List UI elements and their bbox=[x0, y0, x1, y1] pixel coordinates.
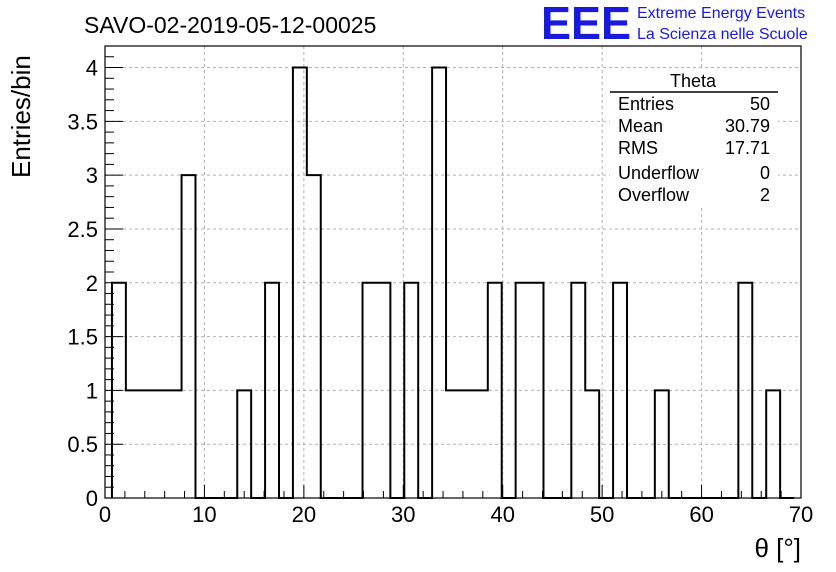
x-tick-label: 70 bbox=[789, 502, 813, 527]
stats-label-rms: RMS bbox=[618, 138, 658, 158]
logo-line-1: Extreme Energy Events bbox=[637, 5, 805, 22]
y-tick-label: 1 bbox=[86, 378, 98, 403]
y-tick-label: 0 bbox=[86, 486, 98, 511]
stats-value-mean: 30.79 bbox=[725, 116, 770, 136]
histogram-outline bbox=[110, 66, 795, 499]
x-tick-label: 0 bbox=[99, 502, 111, 527]
x-tick-label: 20 bbox=[292, 502, 316, 527]
stats-value-rms: 17.71 bbox=[725, 138, 770, 158]
y-axis-ticks: 0 0.5 1 1.5 2 2.5 3 3.5 4 bbox=[67, 45, 123, 511]
stats-box-background bbox=[610, 70, 778, 208]
stats-box: Theta Entries 50 Mean 30.79 RMS 17.71 Un… bbox=[610, 70, 778, 208]
stats-value-underflow: 0 bbox=[760, 163, 770, 183]
x-tick-label: 10 bbox=[192, 502, 216, 527]
logo-line-2: La Scienza nelle Scuole bbox=[637, 26, 808, 43]
stats-label-underflow: Underflow bbox=[618, 163, 700, 183]
x-tick-label: 30 bbox=[391, 502, 415, 527]
eee-logo-mark: EEE bbox=[541, 0, 631, 49]
x-tick-label: 60 bbox=[689, 502, 713, 527]
stats-label-mean: Mean bbox=[618, 116, 663, 136]
stats-value-overflow: 2 bbox=[760, 185, 770, 205]
y-tick-label: 0.5 bbox=[67, 432, 98, 457]
x-axis-ticks: 0 10 20 30 40 50 60 70 bbox=[99, 485, 813, 527]
stats-label-entries: Entries bbox=[618, 94, 674, 114]
x-axis-label: θ [°] bbox=[754, 533, 801, 563]
stats-value-entries: 50 bbox=[750, 94, 770, 114]
y-tick-label: 3.5 bbox=[67, 109, 98, 134]
y-axis-label: Entries/bin bbox=[6, 55, 36, 178]
y-tick-label: 4 bbox=[86, 56, 98, 81]
stats-label-overflow: Overflow bbox=[618, 185, 690, 205]
stats-title: Theta bbox=[670, 71, 717, 91]
y-tick-label: 2.5 bbox=[67, 217, 98, 242]
eee-logo: EEE Extreme Energy Events La Scienza nel… bbox=[541, 0, 808, 49]
y-tick-label: 3 bbox=[86, 163, 98, 188]
x-tick-label: 40 bbox=[490, 502, 514, 527]
x-tick-label: 50 bbox=[590, 502, 614, 527]
y-tick-label: 2 bbox=[86, 271, 98, 296]
chart-title: SAVO-02-2019-05-12-00025 bbox=[84, 12, 376, 38]
y-tick-label: 1.5 bbox=[67, 325, 98, 350]
